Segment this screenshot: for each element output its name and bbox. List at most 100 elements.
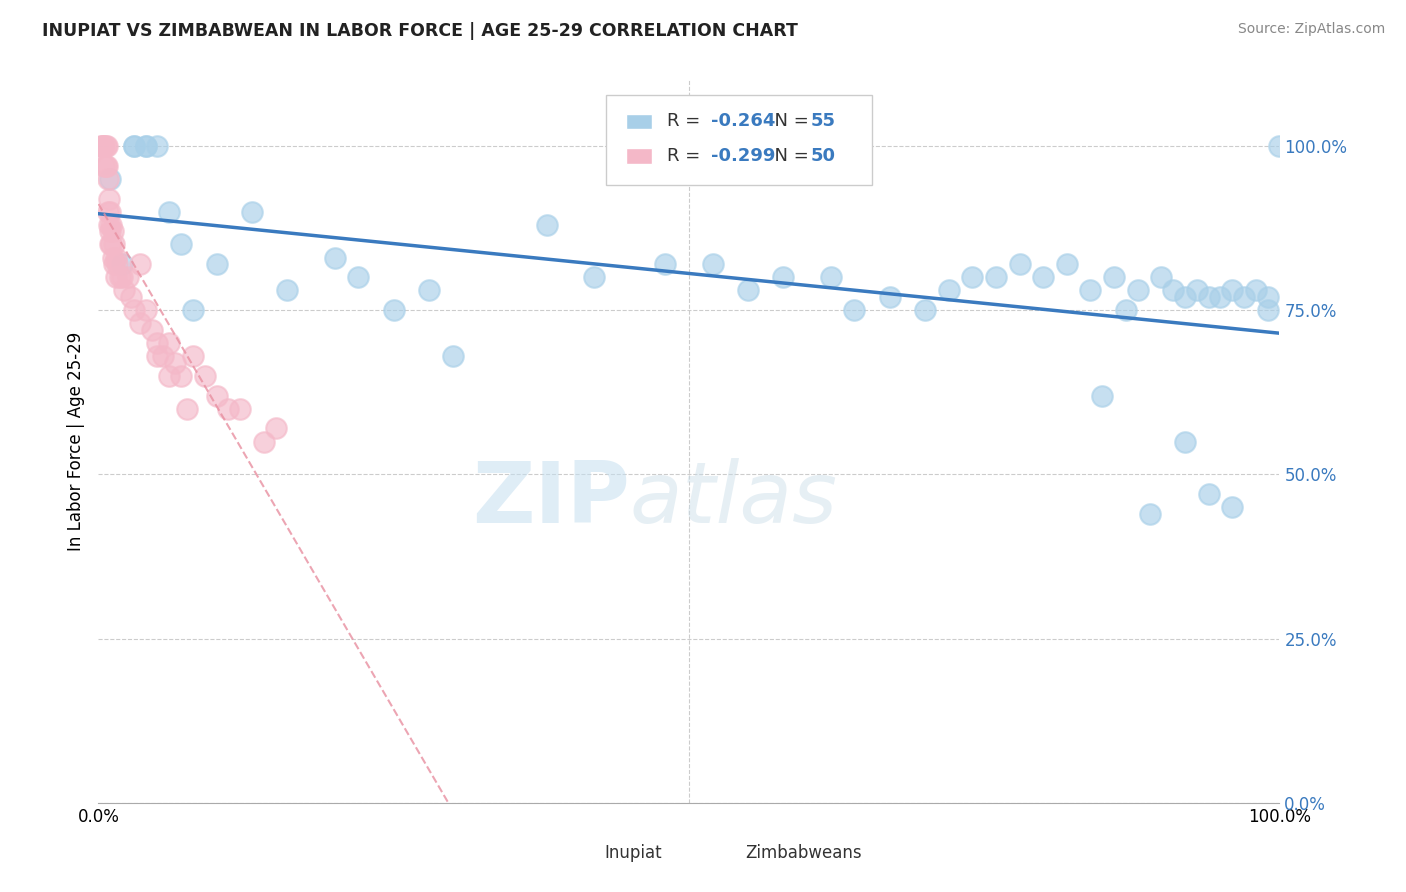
FancyBboxPatch shape [571,847,596,862]
Point [98,171,121,186]
Point [91,139,114,153]
Point [1056,257,1078,271]
Point [105,251,128,265]
Point [111,257,134,271]
Text: ZIP: ZIP [472,458,630,541]
Point [253,434,276,449]
Text: -0.264: -0.264 [711,112,776,130]
Point [737,284,759,298]
Point [914,303,936,318]
Point [1102,270,1125,285]
Point [702,257,724,271]
Point [240,204,263,219]
Point [1150,270,1173,285]
Point [1126,284,1149,298]
Point [820,270,842,285]
Point [103,237,125,252]
Point [93,139,115,153]
Point [100,218,122,232]
Point [1257,303,1279,318]
Point [1174,290,1197,304]
Point [1233,290,1256,304]
Point [157,336,180,351]
Point [1198,487,1220,501]
Point [101,251,124,265]
Point [157,204,180,219]
FancyBboxPatch shape [606,95,872,185]
Point [1198,290,1220,304]
Point [1244,284,1267,298]
FancyBboxPatch shape [713,847,738,862]
Text: atlas: atlas [630,458,838,541]
Y-axis label: In Labor Force | Age 25-29: In Labor Force | Age 25-29 [66,332,84,551]
Point [962,270,984,285]
Point [276,284,298,298]
Point [181,303,204,318]
Point [152,349,174,363]
Point [229,401,252,416]
Point [121,290,143,304]
Point [264,421,287,435]
Point [117,270,139,285]
Point [96,159,118,173]
Point [536,218,558,232]
Point [323,251,346,265]
Point [938,284,960,298]
Point [165,356,187,370]
Point [205,388,228,402]
Point [112,284,135,298]
Point [1220,284,1243,298]
Point [122,303,145,318]
Point [1091,388,1114,402]
Point [97,204,120,219]
Point [1115,303,1137,318]
Point [418,284,440,298]
Point [98,218,121,232]
Point [91,139,114,153]
Point [105,270,128,285]
Text: R =: R = [666,112,706,130]
Point [98,204,121,219]
Point [654,257,676,271]
Text: R =: R = [666,147,706,165]
Point [111,270,134,285]
Point [146,349,169,363]
Text: N =: N = [763,112,815,130]
Point [135,303,157,318]
Point [1139,507,1161,521]
Point [94,139,117,153]
Point [122,139,145,153]
Point [98,237,121,252]
Point [105,257,128,271]
Point [98,224,121,238]
Point [1257,290,1279,304]
Point [441,349,464,363]
Point [1161,284,1184,298]
Text: N =: N = [763,147,815,165]
Point [97,171,120,186]
Point [1032,270,1054,285]
Point [879,290,901,304]
Point [170,368,193,383]
Point [205,257,228,271]
Text: INUPIAT VS ZIMBABWEAN IN LABOR FORCE | AGE 25-29 CORRELATION CHART: INUPIAT VS ZIMBABWEAN IN LABOR FORCE | A… [42,22,799,40]
Point [382,303,405,318]
Point [98,192,121,206]
Point [141,323,163,337]
Text: 50: 50 [811,147,835,165]
Point [100,237,122,252]
Point [170,237,193,252]
Point [101,224,124,238]
Point [128,257,150,271]
Point [96,139,118,153]
Point [181,349,204,363]
Point [1220,500,1243,515]
Point [135,139,157,153]
Point [157,368,180,383]
Point [94,159,117,173]
Point [176,401,198,416]
Point [772,270,794,285]
FancyBboxPatch shape [626,148,652,164]
Point [347,270,370,285]
Point [93,159,115,173]
